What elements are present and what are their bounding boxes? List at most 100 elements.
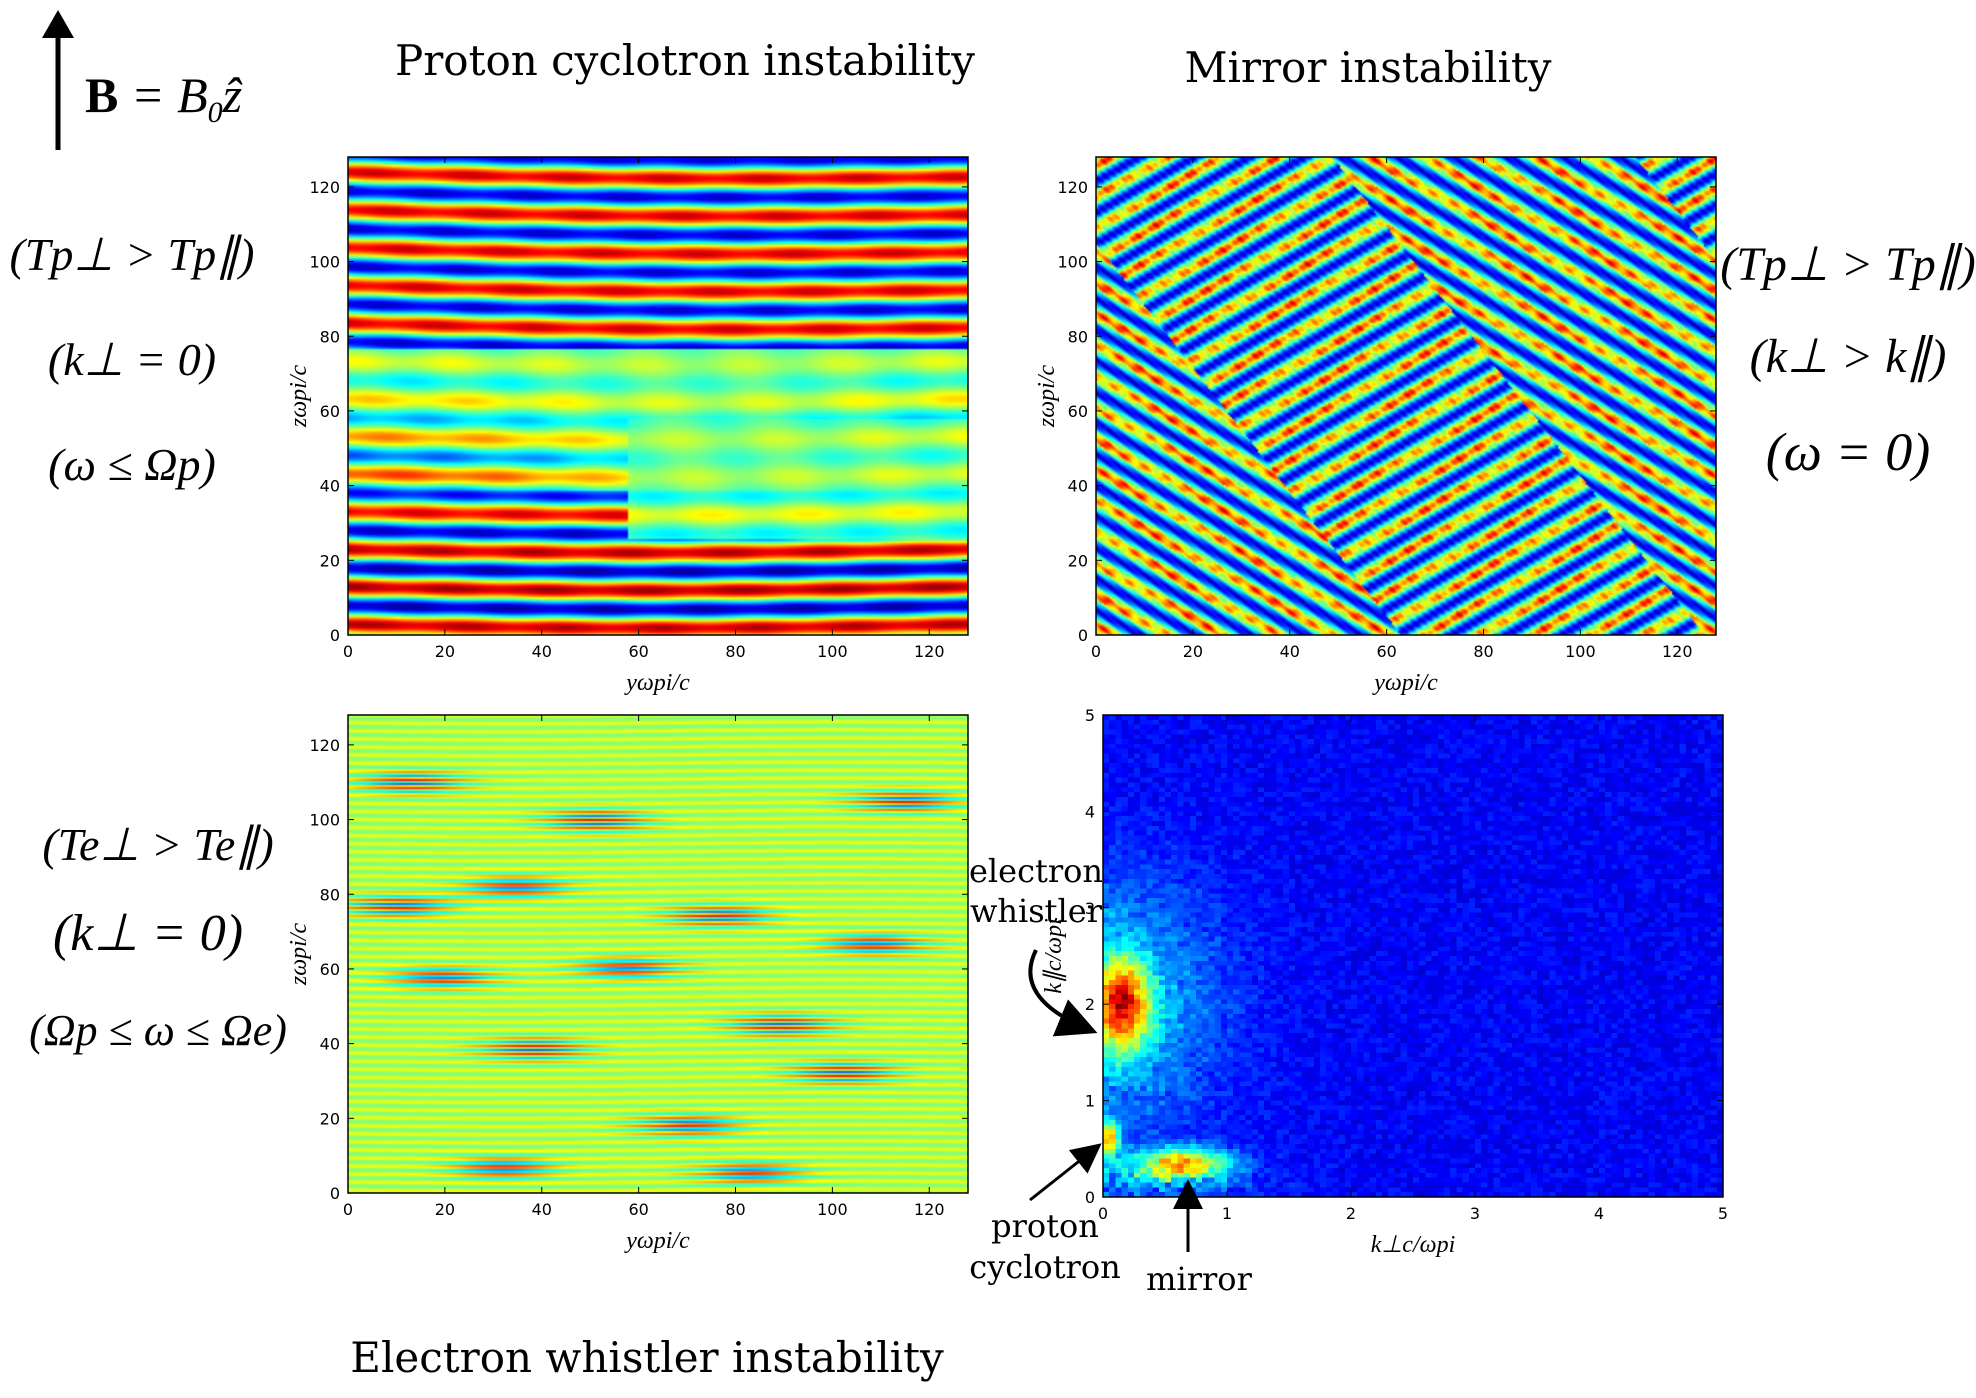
annotation-proton-cyclotron-arrow bbox=[1029, 1143, 1102, 1202]
x-tick-label: 0 bbox=[1098, 1204, 1108, 1223]
plot-frame bbox=[347, 156, 969, 636]
y-tick-label: 20 bbox=[1068, 551, 1088, 570]
y-tick-label: 1 bbox=[1085, 1092, 1095, 1111]
y-tick-label: 0 bbox=[330, 1184, 340, 1203]
spectrum-panel: 0 1 2 3 4 5 0 1 2 3 4 5 k⊥c/ωpi k∥c/ωpi bbox=[1041, 706, 1728, 1258]
condition-1: (Tp⊥ > Tp∥) bbox=[1720, 238, 1976, 291]
y-tick-label: 20 bbox=[320, 1109, 340, 1128]
y-tick-label: 60 bbox=[1068, 402, 1088, 421]
y-tick-label: 100 bbox=[309, 811, 340, 830]
y-tick-label: 40 bbox=[1068, 477, 1088, 496]
annotation-proton-cyclotron-line1: proton bbox=[991, 1207, 1099, 1245]
x-tick-label: 120 bbox=[1662, 642, 1693, 661]
y-tick-label: 120 bbox=[309, 736, 340, 755]
x-axis-label: yωpi/c bbox=[624, 1228, 690, 1254]
y-tick-label: 0 bbox=[330, 626, 340, 645]
y-tick-label: 120 bbox=[1057, 178, 1088, 197]
electron-whistler-panel: 0 20 40 60 80 100 120 0 20 40 60 80 100 120 yωpi/c zωpi… bbox=[286, 714, 969, 1254]
x-tick-label: 60 bbox=[628, 642, 648, 661]
field-label: B = B0ẑ bbox=[85, 67, 243, 129]
mirror-panel: 0 20 40 60 80 100 120 0 20 40 60 80 100 120 yωpi/c zωpi… bbox=[1034, 156, 1717, 696]
y-tick-label: 40 bbox=[320, 477, 340, 496]
heatmap-image bbox=[1103, 715, 1723, 1197]
annotation-proton-cyclotron: proton cyclotron bbox=[969, 1143, 1121, 1286]
condition-1: (Tp⊥ > Tp∥) bbox=[10, 229, 255, 280]
x-axis-label: k⊥c/ωpi bbox=[1371, 1232, 1456, 1258]
x-tick-label: 1 bbox=[1222, 1204, 1232, 1223]
y-tick-label: 80 bbox=[320, 885, 340, 904]
x-axis-label: yωpi/c bbox=[1372, 670, 1438, 696]
y-axis-label: zωpi/c bbox=[286, 923, 312, 987]
conditions-mirror: (Tp⊥ > Tp∥) (k⊥ > k∥) (ω = 0) bbox=[1720, 238, 1976, 482]
field-arrow-head bbox=[42, 10, 74, 38]
condition-3: (ω ≤ Ωp) bbox=[48, 439, 216, 490]
title-mirror: Mirror instability bbox=[1184, 43, 1551, 92]
condition-2: (k⊥ = 0) bbox=[48, 334, 216, 385]
y-tick-label: 120 bbox=[309, 178, 340, 197]
x-tick-label: 0 bbox=[343, 1200, 353, 1219]
x-tick-label: 4 bbox=[1594, 1204, 1604, 1223]
x-tick-label: 80 bbox=[725, 642, 745, 661]
title-electron-whistler: Electron whistler instability bbox=[350, 1333, 944, 1382]
x-tick-label: 60 bbox=[628, 1200, 648, 1219]
conditions-proton-cyclotron: (Tp⊥ > Tp∥) (k⊥ = 0) (ω ≤ Ωp) bbox=[10, 229, 255, 490]
x-tick-label: 20 bbox=[435, 642, 455, 661]
x-tick-label: 20 bbox=[1183, 642, 1203, 661]
condition-2: (k⊥ = 0) bbox=[53, 905, 243, 962]
y-axis-label: zωpi/c bbox=[1034, 365, 1060, 429]
annotation-electron-whistler-arrow bbox=[1028, 949, 1098, 1037]
y-tick-label: 2 bbox=[1085, 995, 1095, 1014]
x-tick-label: 80 bbox=[1473, 642, 1493, 661]
condition-2: (k⊥ > k∥) bbox=[1750, 330, 1947, 383]
annotation-proton-cyclotron-line2: cyclotron bbox=[969, 1248, 1120, 1286]
y-tick-label: 3 bbox=[1085, 899, 1095, 918]
x-tick-label: 80 bbox=[725, 1200, 745, 1219]
title-proton-cyclotron: Proton cyclotron instability bbox=[395, 36, 975, 85]
condition-3: (Ωp ≤ ω ≤ Ωe) bbox=[29, 1006, 287, 1055]
y-tick-label: 40 bbox=[320, 1035, 340, 1054]
y-tick-label: 20 bbox=[320, 551, 340, 570]
annotation-electron-whistler-line2: whistler bbox=[970, 892, 1103, 930]
y-tick-label: 60 bbox=[320, 960, 340, 979]
x-tick-label: 0 bbox=[1091, 642, 1101, 661]
proton-cyclotron-panel: 0 20 40 60 80 100 120 0 20 40 60 80 100 120 yωpi/c zωpi… bbox=[286, 156, 969, 696]
heatmap-image bbox=[1096, 157, 1716, 635]
x-tick-label: 60 bbox=[1376, 642, 1396, 661]
x-tick-label: 5 bbox=[1718, 1204, 1728, 1223]
y-tick-label: 4 bbox=[1085, 802, 1095, 821]
y-tick-label: 80 bbox=[1068, 327, 1088, 346]
x-tick-label: 100 bbox=[817, 1200, 848, 1219]
heatmap-image bbox=[348, 715, 968, 1193]
y-tick-label: 80 bbox=[320, 327, 340, 346]
x-tick-label: 100 bbox=[1565, 642, 1596, 661]
y-tick-label: 60 bbox=[320, 402, 340, 421]
plot-frame bbox=[1095, 156, 1717, 636]
annotation-mirror: mirror bbox=[1146, 1179, 1253, 1298]
x-tick-label: 120 bbox=[914, 642, 945, 661]
x-tick-label: 40 bbox=[1280, 642, 1300, 661]
y-tick-label: 100 bbox=[1057, 253, 1088, 272]
x-tick-label: 3 bbox=[1470, 1204, 1480, 1223]
conditions-electron-whistler: (Te⊥ > Te∥) (k⊥ = 0) (Ωp ≤ ω ≤ Ωe) bbox=[29, 819, 287, 1055]
annotation-mirror-label: mirror bbox=[1146, 1260, 1252, 1298]
x-tick-label: 100 bbox=[817, 642, 848, 661]
plot-frame bbox=[1102, 714, 1724, 1198]
x-tick-label: 40 bbox=[532, 642, 552, 661]
y-axis-label: k∥c/ωpi bbox=[1041, 918, 1067, 994]
annotation-electron-whistler-line1: electron bbox=[969, 852, 1103, 890]
heatmap-image bbox=[348, 157, 968, 635]
y-tick-label: 0 bbox=[1085, 1188, 1095, 1207]
condition-3: (ω = 0) bbox=[1766, 422, 1931, 482]
x-tick-label: 2 bbox=[1346, 1204, 1356, 1223]
y-tick-label: 0 bbox=[1078, 626, 1088, 645]
y-tick-label: 5 bbox=[1085, 706, 1095, 725]
x-tick-label: 120 bbox=[914, 1200, 945, 1219]
x-tick-label: 20 bbox=[435, 1200, 455, 1219]
x-tick-label: 0 bbox=[343, 642, 353, 661]
x-axis-label: yωpi/c bbox=[624, 670, 690, 696]
y-axis-label: zωpi/c bbox=[286, 365, 312, 429]
x-tick-label: 40 bbox=[532, 1200, 552, 1219]
annotation-electron-whistler: electron whistler bbox=[969, 852, 1103, 1037]
y-tick-label: 100 bbox=[309, 253, 340, 272]
